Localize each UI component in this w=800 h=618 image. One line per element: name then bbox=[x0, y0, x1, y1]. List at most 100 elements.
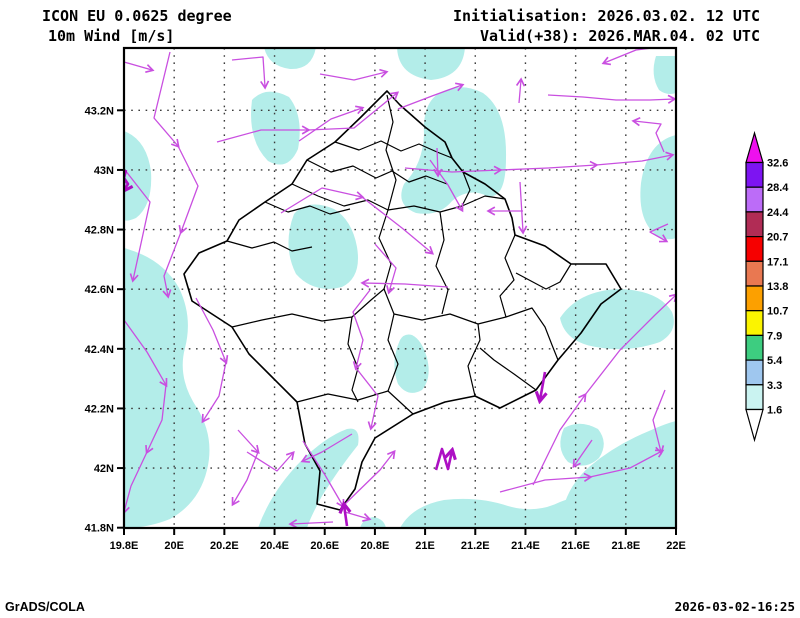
wind-arrow bbox=[429, 159, 464, 213]
wind-arrow bbox=[360, 278, 449, 288]
wind-arrow bbox=[246, 451, 295, 472]
wind-arrow-layer bbox=[124, 48, 676, 528]
municipality-border bbox=[435, 211, 449, 315]
wind-arrow bbox=[300, 433, 353, 463]
colorbar-segment bbox=[745, 310, 764, 337]
x-tick-label: 21.2E bbox=[461, 540, 490, 552]
municipality-border bbox=[499, 234, 516, 318]
wind-arrow bbox=[361, 196, 435, 255]
wind-arrow bbox=[124, 319, 168, 388]
municipality-border bbox=[226, 240, 313, 252]
y-tick-label: 42.2N bbox=[85, 403, 114, 415]
wind-arrow bbox=[355, 367, 379, 431]
colorbar-label: 24.4 bbox=[767, 207, 789, 219]
wind-arrow bbox=[201, 361, 227, 424]
wind-arrow bbox=[515, 77, 526, 104]
y-tick-label: 42.8N bbox=[85, 225, 114, 237]
colorbar-label: 28.4 bbox=[767, 182, 789, 194]
colorbar: 32.6 28.4 24.4 20.7 17.1 13.8 10.7 7.9 5.4 3.3 1.6 bbox=[745, 130, 789, 443]
wind-arrow bbox=[124, 451, 148, 515]
municipality-border bbox=[479, 347, 537, 391]
wind-arrow bbox=[631, 117, 665, 153]
wind-arrow bbox=[153, 51, 180, 149]
colorbar-label: 10.7 bbox=[767, 306, 788, 318]
wind-arrow bbox=[280, 187, 365, 214]
shade-blob bbox=[124, 248, 210, 528]
municipality-border bbox=[385, 94, 397, 211]
municipality-border bbox=[515, 263, 572, 290]
wind-arrow bbox=[518, 181, 528, 235]
shade-blob bbox=[653, 56, 676, 94]
wind-arrow bbox=[374, 243, 397, 295]
x-tick-label: 20.6E bbox=[310, 540, 339, 552]
colorbar-segment bbox=[745, 359, 764, 386]
wind-shading-layer bbox=[124, 48, 676, 528]
kosovo-outer-border bbox=[183, 90, 622, 511]
x-tick-label: 20E bbox=[164, 540, 184, 552]
colorbar-label: 20.7 bbox=[767, 232, 788, 244]
creation-timestamp: 2026-03-02-16:25 bbox=[675, 599, 795, 614]
shade-blob bbox=[258, 428, 359, 528]
wind-arrow bbox=[231, 451, 259, 507]
wind-arrow bbox=[601, 48, 658, 66]
shade-blob bbox=[400, 496, 622, 528]
shade-blob bbox=[251, 91, 300, 165]
wind-arrow bbox=[302, 440, 345, 509]
grads-credit: GrADS/COLA bbox=[5, 600, 85, 614]
colorbar-segment bbox=[745, 236, 764, 262]
wind-arrow bbox=[307, 91, 400, 131]
plot-content bbox=[124, 48, 676, 528]
wind-arrow bbox=[572, 439, 593, 469]
x-tick-label: 21.8E bbox=[611, 540, 640, 552]
wind-arrow bbox=[499, 160, 599, 171]
y-tick-label: 42N bbox=[94, 463, 114, 475]
wind-arrow bbox=[288, 519, 334, 528]
wind-arrow bbox=[195, 297, 229, 365]
x-tick-label: 19.8E bbox=[110, 540, 139, 552]
wind-arrow bbox=[404, 165, 503, 175]
colorbar-segment bbox=[745, 285, 764, 312]
shade-blob bbox=[560, 289, 674, 350]
wind-arrow bbox=[595, 151, 675, 166]
wind-arrow bbox=[216, 125, 311, 143]
wind-arrow-bold bbox=[344, 505, 347, 527]
wind-arrow bbox=[547, 94, 676, 104]
colorbar-segment bbox=[745, 161, 764, 188]
municipality-border bbox=[467, 323, 481, 397]
colorbar-segment bbox=[745, 186, 764, 213]
shade-blob bbox=[124, 131, 152, 221]
wind-arrow bbox=[177, 145, 199, 235]
municipality-border bbox=[378, 209, 395, 315]
wind-arrow bbox=[649, 223, 669, 243]
municipality-border bbox=[306, 159, 448, 185]
wind-arrow bbox=[237, 429, 260, 454]
y-tick-label: 42.6N bbox=[85, 284, 114, 296]
colorbar-label: 32.6 bbox=[767, 158, 788, 170]
shade-blob bbox=[397, 48, 465, 80]
y-tick-label: 43N bbox=[94, 165, 114, 177]
x-tick-label: 20.4E bbox=[260, 540, 289, 552]
y-tick-label: 42.4N bbox=[85, 344, 114, 356]
municipality-border bbox=[387, 313, 399, 392]
municipality-border bbox=[264, 201, 351, 215]
wind-arrow bbox=[124, 61, 155, 73]
x-tick-label: 21.4E bbox=[511, 540, 540, 552]
wind-arrow bbox=[298, 105, 365, 142]
wind-arrow bbox=[162, 231, 182, 299]
wind-arrow bbox=[124, 169, 151, 283]
model-title: ICON EU 0.0625 degree bbox=[42, 7, 232, 25]
municipality-border bbox=[291, 183, 506, 213]
colorbar-label: 1.6 bbox=[767, 405, 782, 417]
wind-arrow bbox=[145, 384, 167, 455]
x-tick-label: 21E bbox=[415, 540, 435, 552]
colorbar-label: 7.9 bbox=[767, 330, 782, 342]
x-tick-label: 22E bbox=[666, 540, 686, 552]
shade-blob bbox=[288, 204, 358, 289]
wind-arrow bbox=[652, 389, 666, 455]
colorbar-label: 5.4 bbox=[767, 355, 783, 367]
wind-arrow bbox=[319, 68, 389, 81]
shade-blob bbox=[640, 135, 676, 240]
axis-ticks: 19.8E 20E 20.2E 20.4E 20.6E 20.8E 21E 21.2E 21.4… bbox=[85, 105, 686, 552]
